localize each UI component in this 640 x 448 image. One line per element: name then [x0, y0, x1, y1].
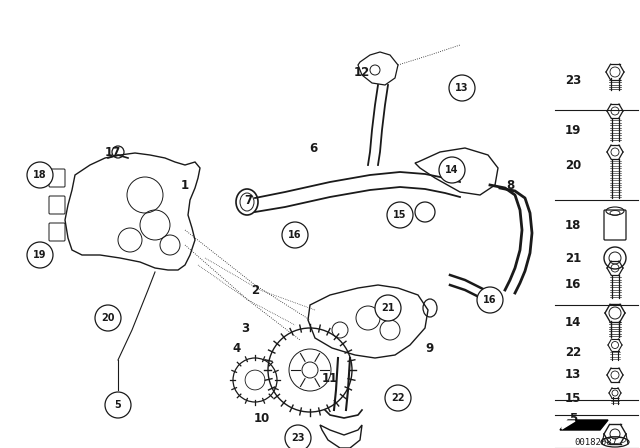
- Text: 4: 4: [233, 341, 241, 354]
- Text: 3: 3: [241, 322, 249, 335]
- Text: 14: 14: [445, 165, 459, 175]
- Circle shape: [375, 295, 401, 321]
- Text: 13: 13: [565, 369, 581, 382]
- Circle shape: [105, 392, 131, 418]
- Circle shape: [385, 385, 411, 411]
- Text: 11: 11: [322, 371, 338, 384]
- Text: 23: 23: [565, 73, 581, 86]
- Text: 1: 1: [181, 178, 189, 191]
- Circle shape: [387, 202, 413, 228]
- Circle shape: [285, 425, 311, 448]
- Text: 18: 18: [565, 219, 581, 232]
- Text: 22: 22: [565, 345, 581, 358]
- Text: 19: 19: [33, 250, 47, 260]
- Text: 14: 14: [565, 316, 581, 329]
- Circle shape: [449, 75, 475, 101]
- Text: 22: 22: [391, 393, 404, 403]
- Text: 10: 10: [254, 412, 270, 425]
- Text: 21: 21: [565, 251, 581, 264]
- Text: 19: 19: [565, 124, 581, 137]
- Text: 16: 16: [565, 279, 581, 292]
- Circle shape: [95, 305, 121, 331]
- Text: 6: 6: [309, 142, 317, 155]
- Text: 17: 17: [105, 146, 121, 159]
- Text: 5: 5: [115, 400, 122, 410]
- Text: 7: 7: [244, 194, 252, 207]
- Circle shape: [27, 162, 53, 188]
- Circle shape: [27, 242, 53, 268]
- Text: 15: 15: [393, 210, 407, 220]
- Text: 13: 13: [455, 83, 468, 93]
- Text: 16: 16: [483, 295, 497, 305]
- Text: 00182087: 00182087: [575, 438, 618, 447]
- Text: 15: 15: [565, 392, 581, 405]
- Text: 9: 9: [426, 341, 434, 354]
- Circle shape: [282, 222, 308, 248]
- Text: 20: 20: [101, 313, 115, 323]
- Text: 5: 5: [569, 412, 577, 425]
- Text: 8: 8: [506, 178, 514, 191]
- Polygon shape: [562, 421, 575, 429]
- Text: 23: 23: [291, 433, 305, 443]
- Text: 18: 18: [33, 170, 47, 180]
- Text: 2: 2: [251, 284, 259, 297]
- Text: 16: 16: [288, 230, 301, 240]
- Text: 21: 21: [381, 303, 395, 313]
- Circle shape: [477, 287, 503, 313]
- Text: 20: 20: [565, 159, 581, 172]
- Polygon shape: [560, 420, 608, 430]
- Circle shape: [439, 157, 465, 183]
- Text: 12: 12: [354, 65, 370, 78]
